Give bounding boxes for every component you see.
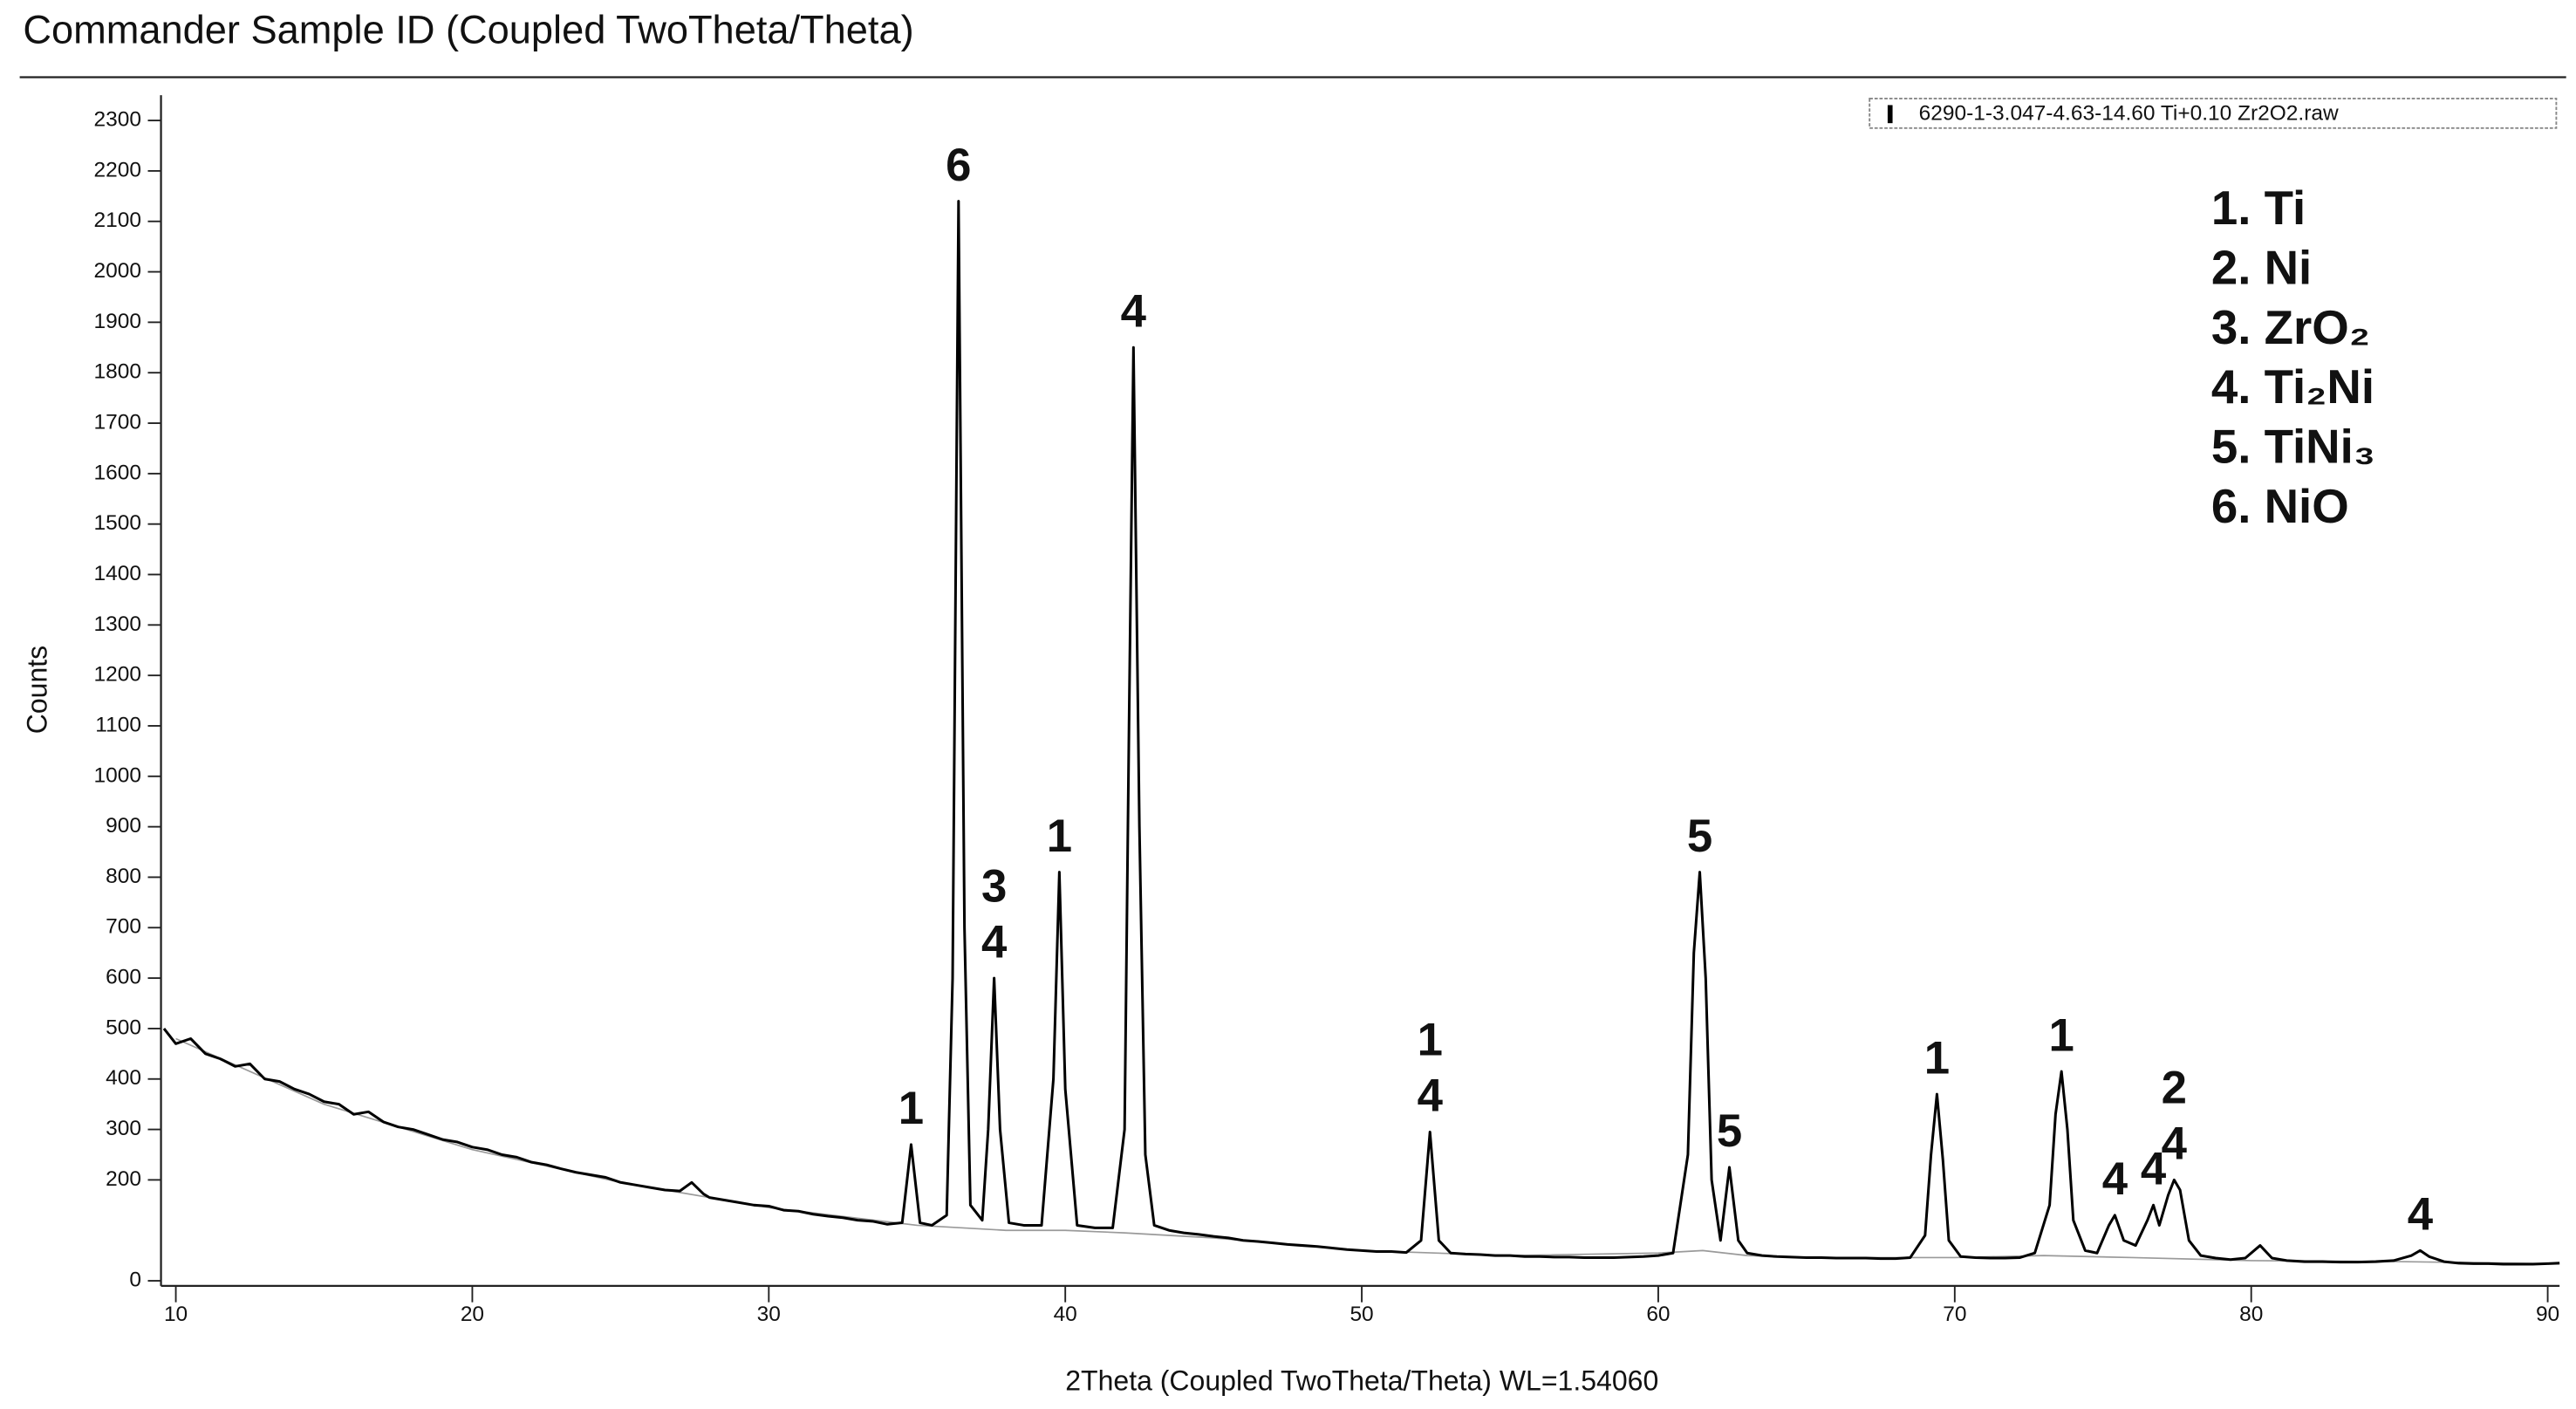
x-tick-label: 20 [461, 1303, 484, 1326]
phase-label: 3. ZrO₂ [2211, 301, 2370, 354]
peak-label: 4 [2141, 1144, 2167, 1195]
y-tick-label: 1900 [94, 310, 141, 333]
peak-label: 4 [1121, 286, 1147, 338]
phase-label: 6. NiO [2211, 480, 2349, 533]
peak-label: 1 [899, 1083, 924, 1134]
peak-label: 2 [2162, 1063, 2187, 1114]
y-tick-label: 700 [106, 915, 141, 939]
y-tick-label: 1400 [94, 562, 141, 585]
x-tick-label: 40 [1054, 1303, 1077, 1326]
y-tick-label: 1100 [95, 713, 141, 736]
y-tick-label: 600 [106, 966, 141, 989]
x-axis-label: 2Theta (Coupled TwoTheta/Theta) WL=1.540… [1065, 1365, 1658, 1396]
phase-label: 4. Ti₂Ni [2211, 360, 2374, 414]
peak-label: 1 [1418, 1015, 1443, 1066]
peak-label: 1 [1924, 1032, 1950, 1084]
y-tick-label: 300 [106, 1117, 141, 1140]
peak-label: 6 [946, 140, 971, 191]
peak-label: 4 [1418, 1070, 1444, 1122]
y-tick-label: 2100 [94, 209, 141, 232]
peak-label: 4 [2162, 1118, 2188, 1170]
y-tick-label: 1600 [94, 461, 141, 484]
y-tick-label: 1500 [94, 511, 141, 535]
y-axis-label: Counts [22, 646, 53, 734]
y-tick-label: 900 [106, 814, 141, 838]
y-tick-label: 1700 [94, 411, 141, 434]
peak-label: 4 [981, 916, 1008, 968]
background-line [175, 1037, 2548, 1265]
y-tick-label: 400 [106, 1066, 141, 1090]
y-tick-label: 0 [129, 1269, 141, 1292]
x-tick-label: 50 [1349, 1303, 1373, 1326]
x-tick-label: 70 [1943, 1303, 1966, 1326]
x-tick-label: 90 [2536, 1303, 2559, 1326]
peak-label: 5 [1687, 811, 1712, 862]
y-tick-label: 2000 [94, 259, 141, 283]
x-tick-label: 10 [164, 1303, 188, 1326]
peak-label: 5 [1717, 1105, 1742, 1157]
peak-label: 4 [2408, 1189, 2434, 1241]
y-tick-label: 1000 [94, 763, 141, 787]
chart-title: Commander Sample ID (Coupled TwoTheta/Th… [23, 8, 913, 52]
y-tick-label: 2200 [94, 158, 141, 181]
x-tick-label: 30 [757, 1303, 781, 1326]
peak-label: 1 [2049, 1009, 2074, 1061]
y-tick-label: 200 [106, 1167, 141, 1191]
phase-label: 2. Ni [2211, 242, 2312, 295]
y-tick-label: 800 [106, 865, 141, 888]
peak-label: 4 [2102, 1153, 2128, 1205]
legend-box [1869, 97, 2558, 129]
y-tick-label: 1200 [94, 663, 141, 687]
y-tick-label: 1800 [94, 360, 141, 384]
y-tick-label: 1300 [94, 612, 141, 636]
peak-label: 1 [1047, 811, 1072, 862]
pattern-line [162, 200, 2560, 1266]
peak-label: 3 [981, 860, 1007, 912]
legend-label: 6290-1-3.047-4.63-14.60 Ti+0.10 Zr2O2.ra… [1919, 101, 2339, 125]
x-tick-label: 80 [2239, 1303, 2263, 1326]
legend-marker [1887, 105, 1893, 124]
phase-label: 1. Ti [2211, 181, 2306, 235]
x-tick-label: 60 [1646, 1303, 1670, 1326]
y-tick-label: 500 [106, 1016, 141, 1039]
y-tick-label: 2300 [94, 108, 141, 132]
phase-label: 5. TiNi₃ [2211, 421, 2375, 474]
